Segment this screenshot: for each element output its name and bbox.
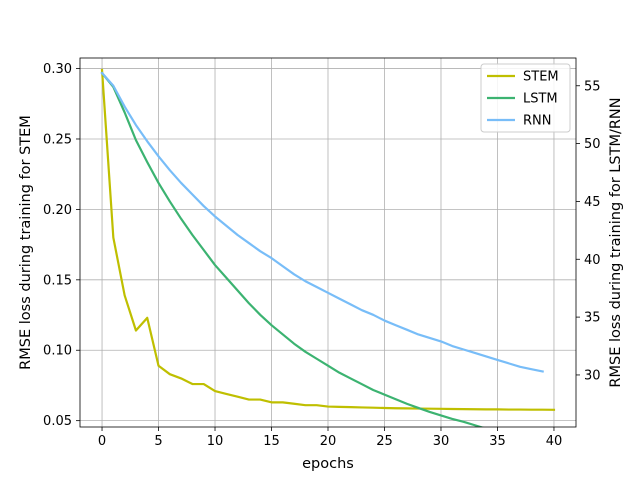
x-tick-label: 20 [320, 434, 337, 449]
y-axis-left-label: RMSE loss during training for STEM [18, 115, 34, 370]
y-right-tick-label: 50 [584, 137, 601, 152]
y-left-tick-label: 0.25 [43, 132, 72, 147]
y-left-tick-label: 0.15 [43, 273, 72, 288]
series-line-lstm [100, 71, 485, 427]
x-tick-label: 15 [263, 434, 280, 449]
x-tick-label: 35 [489, 434, 506, 449]
series-line-rnn [100, 71, 544, 373]
y-left-tick-label: 0.10 [43, 344, 72, 359]
axis-ticks: 0 5 10 15 20 25 30 35 40 0.05 0.10 0.15 0.20 0.25 0.30… [43, 62, 601, 449]
x-tick-label: 25 [376, 434, 393, 449]
x-tick-label: 10 [207, 434, 224, 449]
series-lines [100, 68, 556, 427]
y-left-tick-label: 0.05 [43, 414, 72, 429]
legend-box [480, 63, 571, 133]
y-right-tick-label: 55 [584, 79, 601, 94]
y-left-tick-label: 0.20 [43, 203, 72, 218]
y-right-tick-label: 45 [584, 195, 601, 210]
legend-label-lstm: LSTM [523, 92, 558, 107]
y-right-tick-label: 40 [584, 253, 601, 268]
grid [80, 58, 576, 427]
y-axis-right-label: RMSE loss during training for LSTM/RNN [608, 97, 624, 387]
series-line-stem [100, 68, 556, 411]
y-left-tick-label: 0.30 [43, 62, 72, 77]
x-tick-label: 30 [433, 434, 450, 449]
x-tick-label: 40 [546, 434, 563, 449]
y-right-tick-label: 30 [584, 368, 601, 383]
legend-label-rnn: RNN [523, 114, 551, 129]
y-right-tick-label: 35 [584, 311, 601, 326]
legend: STEM LSTM RNN [480, 63, 571, 133]
x-axis-label: epochs [302, 456, 354, 472]
legend-label-stem: STEM [523, 70, 559, 85]
x-tick-label: 5 [154, 434, 162, 449]
x-tick-label: 0 [98, 434, 106, 449]
